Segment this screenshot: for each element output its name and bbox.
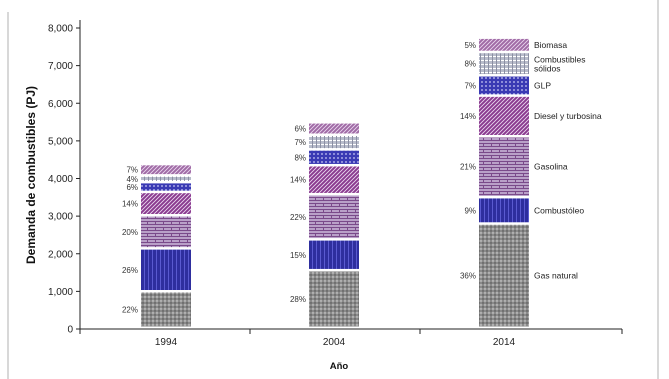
frame-edge-right (657, 0, 659, 379)
segment-name-label: Biomasa (534, 40, 567, 50)
bar-segment-1994-0 (141, 292, 191, 327)
pct-label: 36% (460, 272, 476, 281)
bar-segment-2014-0 (479, 224, 529, 327)
y-tick-label: 0 (67, 325, 73, 336)
y-tick-label: 4,000 (48, 174, 73, 185)
pct-label: 20% (122, 228, 138, 237)
x-axis: 1994 2004 2014 (79, 328, 623, 348)
y-tick-label: 5,000 (48, 136, 73, 147)
bar-segment-2004-6 (309, 123, 359, 134)
x-axis-title: Año (330, 361, 349, 372)
segment-name-label: Combustóleo (534, 205, 584, 215)
pct-label: 14% (122, 200, 138, 209)
pct-label: 9% (464, 206, 476, 215)
y-tick-label: 6,000 (48, 99, 73, 110)
data-labels: 22%26%20%14%6%4%7%28%15%22%14%8%7%6%36% G… (122, 40, 602, 315)
y-tick-label: 3,000 (48, 212, 73, 223)
y-tick-label: 8,000 (48, 24, 73, 35)
frame-edge-left (7, 12, 9, 379)
pct-label: 7% (126, 166, 138, 175)
pct-label: 8% (294, 153, 306, 162)
x-tick-label: 2004 (323, 337, 346, 348)
x-tick-label: 2014 (493, 337, 516, 348)
segment-name-label: GLP (534, 80, 551, 90)
y-tick-label: 1,000 (48, 287, 73, 298)
pct-label: 22% (122, 306, 138, 315)
pct-label: 21% (460, 163, 476, 172)
pct-label: 26% (122, 266, 138, 275)
segment-name-label: Gasolina (534, 162, 568, 172)
bar-segment-2014-1 (479, 198, 529, 223)
pct-label: 22% (290, 213, 306, 222)
y-axis: 0 1,000 2,000 3,000 4,000 5,000 6,000 7,000 8,00… (48, 20, 81, 336)
pct-label: 14% (460, 112, 476, 121)
bar-segment-2004-3 (309, 166, 359, 193)
segment-name-label: Gas natural (534, 271, 578, 281)
pct-label: 5% (464, 41, 476, 50)
bar-segment-1994-2 (141, 216, 191, 248)
segment-name-label: Combustibles sólidos (534, 55, 586, 74)
bar-segment-1994-3 (141, 193, 191, 215)
bar-segment-2004-0 (309, 271, 359, 327)
pct-label: 14% (290, 176, 306, 185)
bar-segment-1994-5 (141, 176, 191, 181)
pct-label: 7% (464, 81, 476, 90)
pct-label: 6% (126, 183, 138, 192)
bar-segment-2014-4 (479, 76, 529, 95)
pct-label: 15% (290, 251, 306, 260)
bar-segment-2014-5 (479, 53, 529, 75)
x-tick-label: 1994 (155, 337, 178, 348)
bar-segment-2014-2 (479, 137, 529, 196)
pct-label: 4% (126, 175, 138, 184)
bar-segment-2014-6 (479, 38, 529, 51)
bar-segment-2004-5 (309, 135, 359, 149)
segment-name-label: Diesel y turbosina (534, 111, 602, 121)
bar-segment-2014-3 (479, 96, 529, 135)
bar-segment-2004-1 (309, 240, 359, 269)
pct-label: 8% (464, 60, 476, 69)
bar-segment-2004-4 (309, 150, 359, 164)
y-tick-label: 7,000 (48, 61, 73, 72)
y-axis-title: Demanda de combustibles (PJ) (24, 86, 38, 264)
bar-segment-2004-2 (309, 195, 359, 239)
bars (141, 38, 529, 327)
pct-label: 28% (290, 295, 306, 304)
pct-label: 7% (294, 138, 306, 147)
pct-label: 6% (294, 125, 306, 134)
bar-segment-1994-1 (141, 249, 191, 291)
bar-segment-1994-6 (141, 165, 191, 175)
y-tick-label: 2,000 (48, 249, 73, 260)
bar-segment-1994-4 (141, 183, 191, 191)
